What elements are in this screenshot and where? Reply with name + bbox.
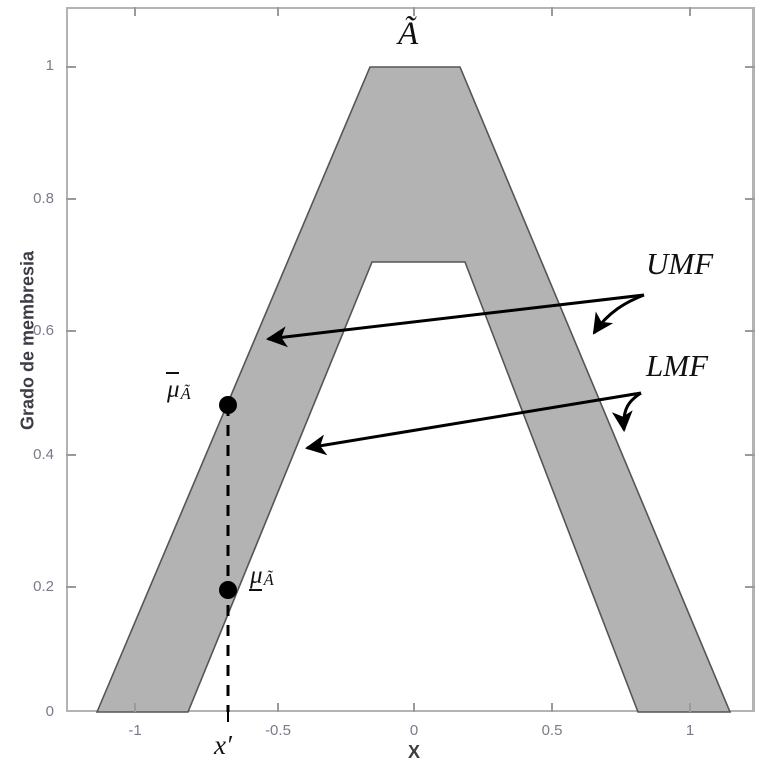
y-tick-label-0.2: 0.2 (33, 578, 54, 595)
mu-underbar-glyph: μ (249, 558, 263, 591)
y-tick-label-0.4: 0.4 (33, 446, 54, 463)
lmf-arrow-right (611, 391, 642, 433)
x-prime-label: x′ (214, 730, 232, 760)
umf-label: UMF (646, 246, 714, 281)
y-tick-label-0.8: 0.8 (33, 190, 54, 207)
footprint-of-uncertainty (95, 66, 732, 713)
x-tick-label-1: 1 (685, 722, 695, 739)
upper-membership-point (219, 396, 237, 414)
x-tick-label-0: 0 (409, 722, 419, 739)
x-tick-marks (134, 703, 691, 712)
lmf-label: LMF (646, 348, 708, 383)
umf-arrow-left (265, 293, 645, 348)
x-tick-marks-top (134, 7, 691, 16)
mu-subscript-lower: Ã (263, 569, 274, 589)
x-tick-label--0.5: -0.5 (265, 722, 291, 739)
set-name-label: Ã (398, 16, 419, 52)
y-tick-label-1: 1 (45, 57, 54, 74)
upper-membership-label: μ Ã (166, 372, 191, 404)
umf-arrow-right (592, 293, 645, 335)
x-tick-label--1: -1 (128, 722, 142, 739)
mu-overbar-glyph: μ (166, 372, 180, 402)
y-tick-marks-right (745, 66, 755, 588)
lower-membership-point (219, 581, 237, 599)
x-axis-title: X (407, 742, 420, 762)
mu-subscript-upper: Ã (180, 383, 191, 403)
y-tick-label-0.6: 0.6 (33, 322, 54, 339)
lower-membership-label: μ Ã (249, 558, 274, 591)
x-tick-label-0.5: 0.5 (541, 722, 563, 739)
lmf-arrow-left (304, 391, 642, 456)
y-tick-marks (66, 66, 76, 588)
y-tick-label-0: 0 (45, 703, 54, 720)
